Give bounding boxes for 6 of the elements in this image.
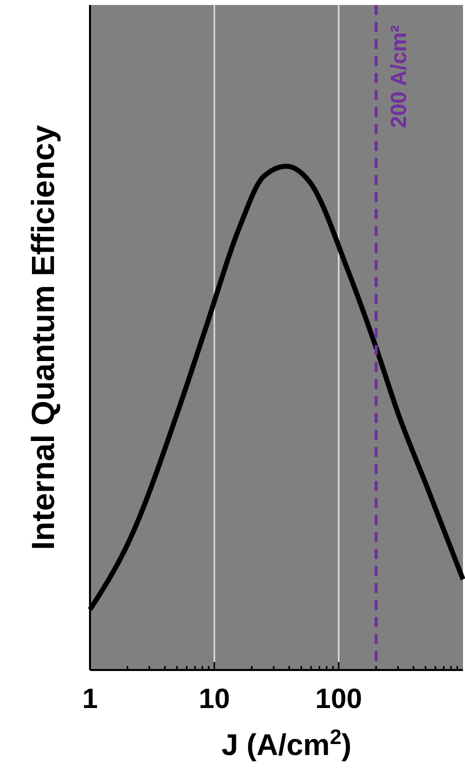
x-tick-label: 1	[82, 683, 98, 714]
x-tick-label: 100	[315, 683, 362, 714]
ref-line-label: 200 A/cm²	[386, 25, 412, 128]
x-axis-title: J (A/cm$^{2}$)	[221, 726, 352, 762]
x-tick-label: 10	[198, 683, 230, 714]
y-axis-title: Internal Quantum Efficiency	[25, 124, 61, 550]
